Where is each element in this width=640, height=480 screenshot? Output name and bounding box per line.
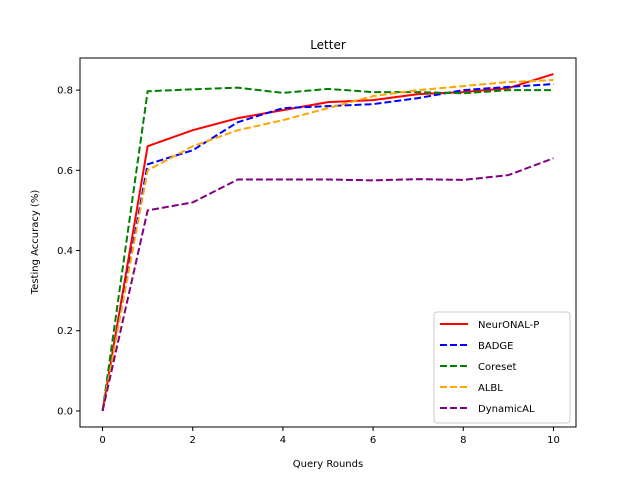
series-layer bbox=[101, 73, 554, 412]
y-tick-label: 0.8 bbox=[57, 86, 73, 97]
x-tick-label: 8 bbox=[460, 435, 466, 446]
legend-label: NeurONAL-P bbox=[478, 320, 539, 331]
series-line-dynamical bbox=[101, 157, 554, 412]
series-line-albl bbox=[101, 79, 554, 412]
series-line-badge bbox=[101, 83, 554, 412]
x-tick-label: 0 bbox=[99, 435, 105, 446]
y-tick-label: 0.6 bbox=[57, 166, 73, 177]
x-tick-label: 10 bbox=[547, 435, 560, 446]
series-line-coreset bbox=[101, 86, 554, 412]
y-tick-label: 0.2 bbox=[57, 326, 73, 337]
x-axis: 0 2 4 6 8 10 bbox=[99, 427, 560, 446]
y-tick-label: 0.4 bbox=[57, 246, 73, 257]
series-line-neuronal-p bbox=[101, 73, 554, 412]
legend: NeurONAL-P BADGE Coreset ALBL DynamicAL bbox=[433, 311, 571, 424]
chart-title: Letter bbox=[310, 38, 346, 52]
x-axis-title: Query Rounds bbox=[293, 459, 363, 470]
plot-frame bbox=[79, 57, 577, 428]
legend-label: DynamicAL bbox=[478, 404, 535, 415]
y-axis-title: Testing Accuracy (%) bbox=[30, 190, 41, 296]
x-tick-label: 2 bbox=[190, 435, 196, 446]
legend-label: BADGE bbox=[478, 341, 513, 352]
legend-label: ALBL bbox=[478, 383, 503, 394]
legend-label: Coreset bbox=[478, 362, 517, 373]
x-tick-label: 6 bbox=[370, 435, 376, 446]
y-tick-label: 0.0 bbox=[57, 406, 73, 417]
y-axis: 0.0 0.2 0.4 0.6 0.8 bbox=[57, 86, 80, 417]
legend-box bbox=[433, 311, 571, 424]
x-tick-label: 4 bbox=[280, 435, 286, 446]
